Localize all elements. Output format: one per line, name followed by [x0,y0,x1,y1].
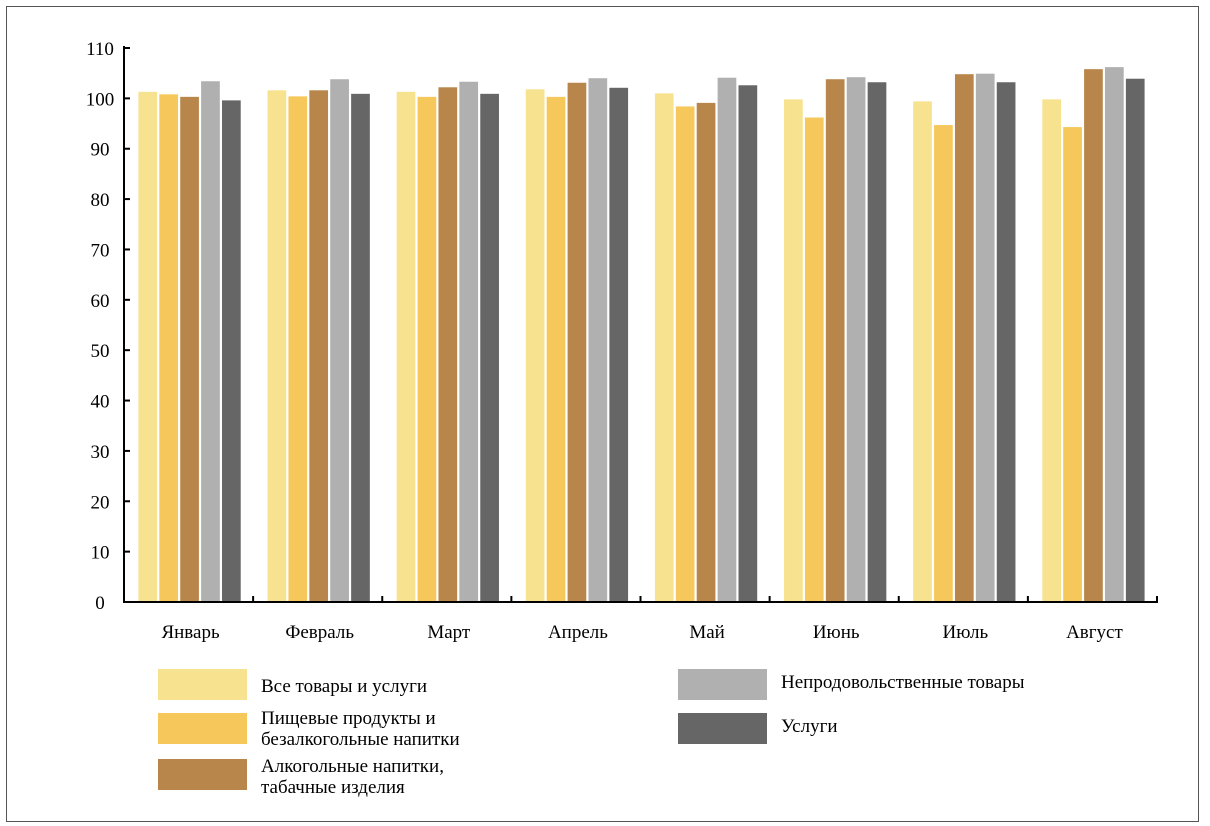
x-tick-label: Март [427,622,471,643]
bar [396,91,416,603]
bar [784,99,803,602]
bar [1063,127,1082,602]
bar [675,106,695,603]
bar [1125,78,1145,603]
bar [480,93,499,603]
y-tick-label: 40 [91,392,110,413]
bar [934,125,953,602]
bar [330,79,349,602]
bar [159,94,179,603]
bar [867,82,887,603]
y-tick-label: 0 [95,593,105,614]
bar [825,79,845,602]
bar [546,96,566,603]
bar [954,74,974,603]
x-tick-label: Апрель [548,622,608,643]
bar [351,93,370,603]
bar [222,100,241,603]
y-tick-label: 90 [91,140,110,161]
x-tick-label: Май [689,622,725,643]
x-tick-label: Февраль [285,622,354,643]
y-tick-label: 60 [91,291,110,312]
y-tick-label: 70 [91,240,110,261]
bar [588,78,608,602]
bar [417,96,437,603]
bar [696,102,716,602]
bar [738,85,758,602]
bar [609,87,629,602]
bar [804,117,824,602]
bar [717,77,737,603]
x-tick-label: Июль [943,622,989,643]
bar [309,90,329,603]
bar [913,101,932,603]
y-tick-label: 10 [91,543,110,564]
bar [138,91,158,603]
y-tick-label: 30 [91,442,110,463]
bar [654,93,674,602]
bar [525,89,545,603]
y-tick-label: 50 [91,341,110,362]
x-tick-label: Август [1066,622,1123,643]
bar [975,73,995,603]
bar [438,87,458,603]
bar [567,82,587,602]
x-tick-label: Июнь [813,622,860,643]
bar [288,96,308,602]
bar [459,81,479,602]
y-tick-label: 100 [86,89,115,110]
bar [846,77,866,602]
y-tick-label: 20 [91,492,110,513]
x-tick-label: Январь [161,622,219,643]
y-tick-label: 80 [91,190,110,211]
bar [1042,99,1061,602]
bar [267,90,287,603]
bar [996,82,1016,603]
y-tick-label: 110 [86,39,114,60]
bar [180,96,199,603]
bar [201,81,220,603]
bar [1084,69,1103,603]
bar [1104,67,1124,602]
